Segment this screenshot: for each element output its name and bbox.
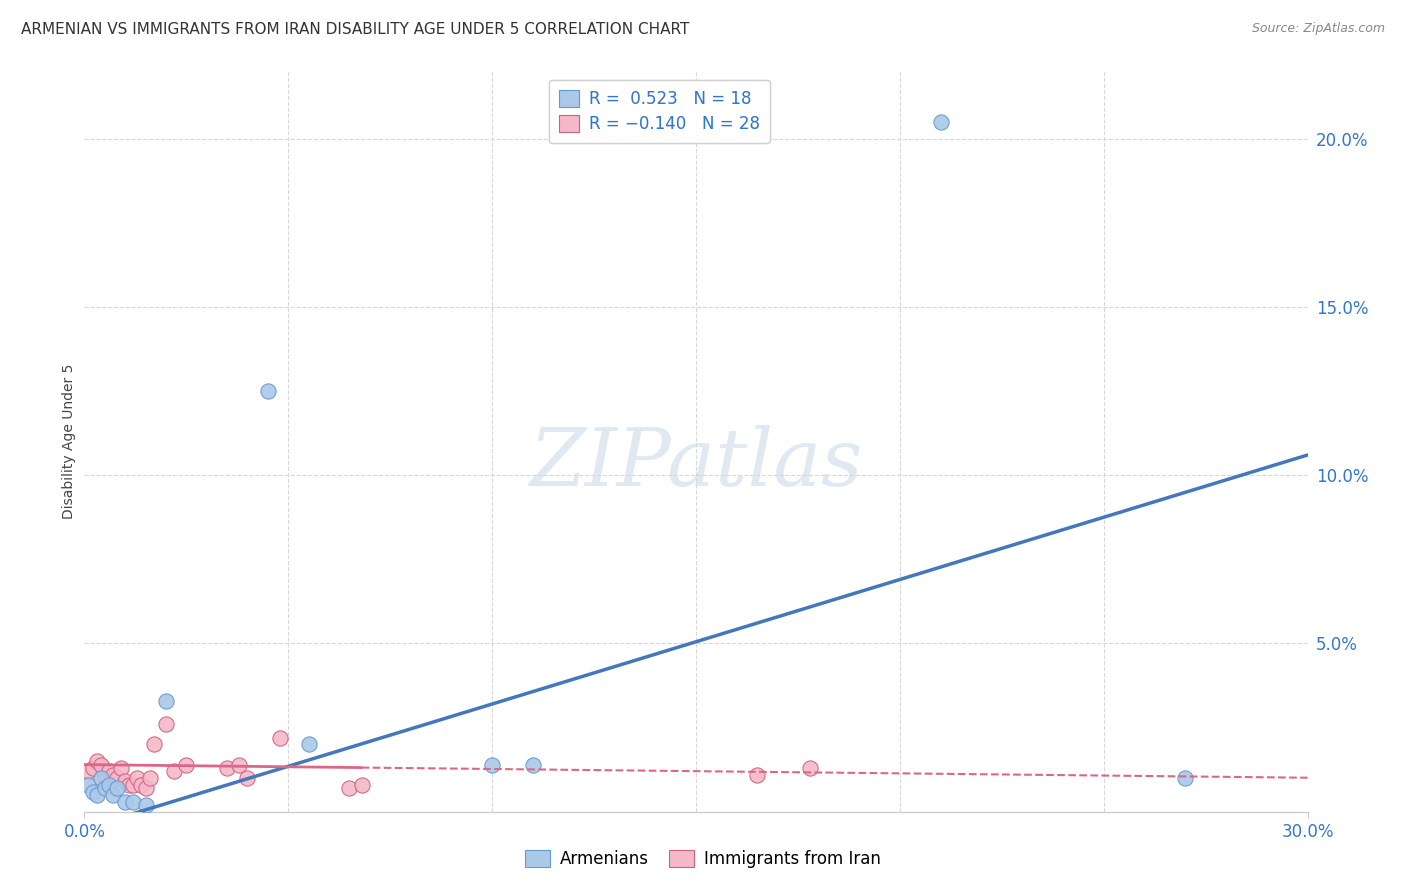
Point: [799, 761, 821, 775]
Point: [217, 761, 239, 775]
Point: [257, 384, 280, 398]
Point: [481, 757, 503, 772]
Point: [135, 797, 157, 812]
Point: [101, 788, 124, 802]
Point: [1174, 771, 1197, 785]
Point: [131, 778, 153, 792]
Point: [122, 778, 145, 792]
Point: [142, 738, 165, 752]
Point: [82, 761, 104, 775]
Point: [82, 784, 104, 798]
Point: [77, 764, 100, 779]
Point: [155, 694, 177, 708]
Point: [236, 771, 259, 785]
Point: [127, 771, 149, 785]
Point: [138, 771, 160, 785]
Point: [122, 795, 145, 809]
Point: [339, 781, 361, 796]
Legend: Armenians, Immigrants from Iran: Armenians, Immigrants from Iran: [519, 843, 887, 875]
Point: [269, 731, 291, 745]
Point: [77, 778, 100, 792]
Point: [298, 738, 321, 752]
Point: [101, 767, 124, 781]
Point: [90, 757, 112, 772]
Text: Source: ZipAtlas.com: Source: ZipAtlas.com: [1251, 22, 1385, 36]
Point: [105, 781, 128, 796]
Point: [110, 761, 132, 775]
Point: [135, 781, 157, 796]
Text: ZIPatlas: ZIPatlas: [529, 425, 863, 502]
Point: [114, 774, 136, 789]
Point: [350, 778, 373, 792]
Point: [929, 115, 952, 129]
Point: [105, 771, 128, 785]
Y-axis label: Disability Age Under 5: Disability Age Under 5: [62, 364, 76, 519]
Point: [155, 717, 177, 731]
Point: [97, 778, 120, 792]
Point: [93, 781, 115, 796]
Text: ARMENIAN VS IMMIGRANTS FROM IRAN DISABILITY AGE UNDER 5 CORRELATION CHART: ARMENIAN VS IMMIGRANTS FROM IRAN DISABIL…: [21, 22, 689, 37]
Point: [163, 764, 186, 779]
Point: [90, 771, 112, 785]
Point: [86, 754, 108, 768]
Point: [747, 767, 769, 781]
Point: [114, 795, 136, 809]
Point: [118, 778, 141, 792]
Point: [228, 757, 250, 772]
Legend: R =  0.523   N = 18, R = −0.140   N = 28: R = 0.523 N = 18, R = −0.140 N = 28: [548, 79, 769, 143]
Point: [522, 757, 544, 772]
Point: [174, 757, 197, 772]
Point: [93, 771, 115, 785]
Point: [86, 788, 108, 802]
Point: [97, 764, 120, 779]
